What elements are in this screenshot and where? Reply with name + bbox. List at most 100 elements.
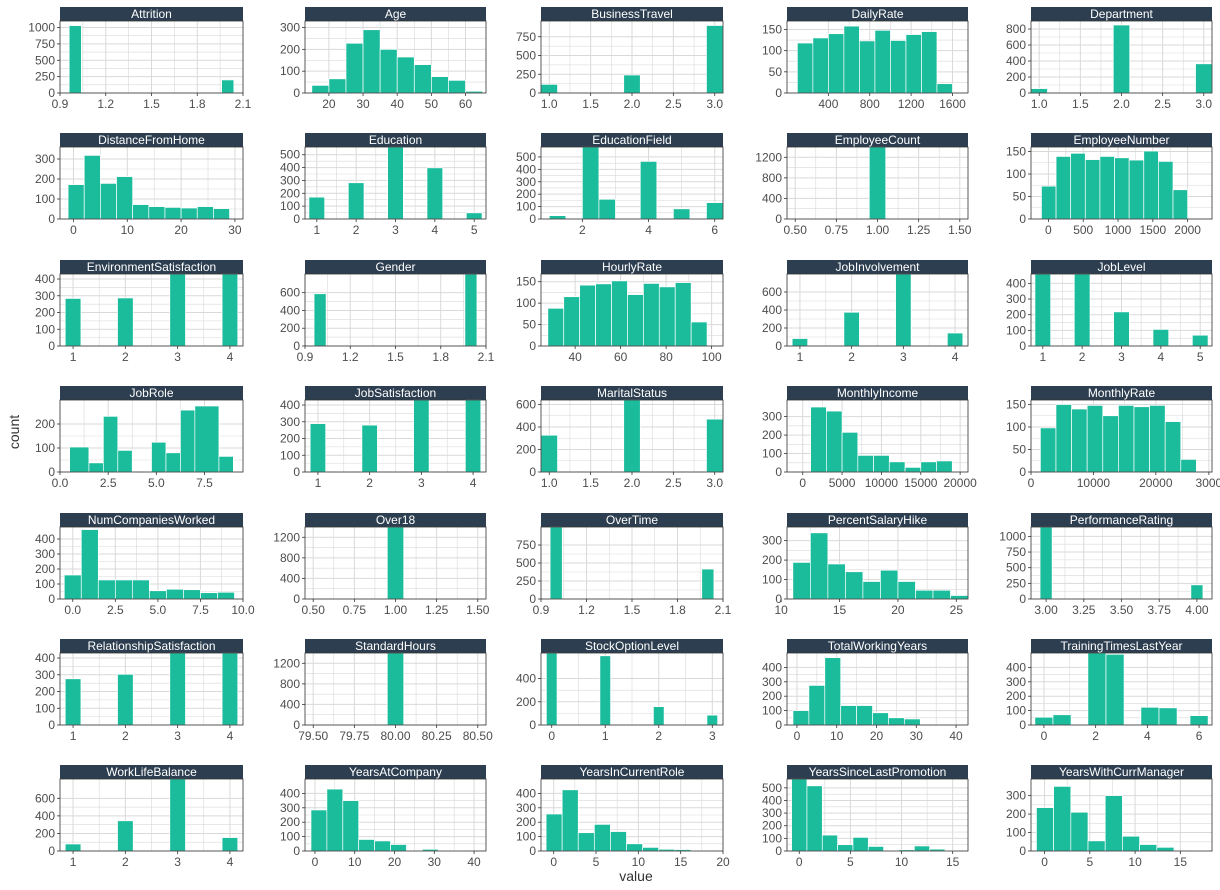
facet-title: DailyRate bbox=[851, 7, 903, 21]
histogram-bar bbox=[169, 273, 186, 347]
facet-panel: Age 0 100 200 300 20 30 40 50 60 bbox=[280, 7, 487, 111]
histogram-bar bbox=[880, 569, 899, 600]
panel-border bbox=[304, 778, 487, 852]
y-tick-label: 100 bbox=[762, 704, 782, 718]
y-tick-label: 0 bbox=[775, 844, 782, 858]
y-tick-label: 100 bbox=[280, 448, 300, 462]
x-tick-label: 1.5 bbox=[582, 476, 599, 490]
facet-strip bbox=[787, 765, 968, 779]
x-tick-label: 5 bbox=[1197, 350, 1204, 364]
x-tick-label: 20000 bbox=[1139, 476, 1173, 490]
y-tick-label: 250 bbox=[35, 70, 55, 84]
y-tick-label: 400 bbox=[280, 398, 300, 412]
histogram-bar bbox=[166, 588, 184, 600]
histogram-bar bbox=[116, 176, 134, 220]
histogram-bar bbox=[221, 273, 239, 347]
y-axis-title: count bbox=[6, 415, 22, 449]
x-tick-label: 30 bbox=[910, 729, 924, 743]
histogram-bar bbox=[390, 844, 407, 852]
panel-border bbox=[59, 526, 244, 600]
x-tick-label: 2.5 bbox=[100, 476, 117, 490]
y-tick-label: 500 bbox=[762, 781, 782, 795]
facet-strip bbox=[787, 513, 968, 527]
y-tick-label: 400 bbox=[762, 303, 782, 317]
histogram-bar bbox=[1087, 840, 1106, 852]
histogram-bar bbox=[859, 40, 876, 94]
histogram-bar bbox=[117, 820, 134, 852]
histogram-bar bbox=[792, 710, 810, 726]
histogram-bar bbox=[888, 461, 906, 473]
x-tick-label: 5.0 bbox=[148, 476, 165, 490]
histogram-bar bbox=[1087, 652, 1107, 726]
x-tick-label: 0.75 bbox=[825, 223, 849, 237]
facet-panel: JobRole 0 100 200 0.0 2.5 5.0 7.5 bbox=[35, 386, 244, 490]
y-tick-label: 100 bbox=[280, 199, 300, 213]
x-tick-label: 4 bbox=[1144, 729, 1151, 743]
histogram-bar bbox=[701, 568, 715, 600]
y-tick-label: 150 bbox=[516, 275, 536, 289]
histogram-bar bbox=[1133, 406, 1150, 473]
histogram-bar bbox=[64, 298, 82, 347]
x-tick-label: 0 bbox=[794, 729, 801, 743]
facet-strip bbox=[1031, 386, 1212, 400]
x-tick-label: 5 bbox=[471, 223, 478, 237]
facet-strip bbox=[305, 7, 486, 21]
histogram-bar bbox=[872, 712, 889, 726]
histogram-bar bbox=[114, 579, 133, 600]
histogram-bar bbox=[852, 837, 869, 852]
histogram-bar bbox=[67, 184, 85, 220]
y-tick-label: 300 bbox=[280, 415, 300, 429]
x-tick-label: 5.0 bbox=[150, 603, 167, 617]
x-tick-label: 3 bbox=[900, 350, 907, 364]
histogram-bar bbox=[913, 845, 931, 852]
y-tick-label: 200 bbox=[516, 815, 536, 829]
histogram-bar bbox=[857, 455, 874, 473]
facet-strip bbox=[60, 260, 243, 274]
facet-strip bbox=[787, 7, 968, 21]
histogram-bar bbox=[936, 83, 953, 94]
facet-title: PercentSalaryHike bbox=[828, 513, 928, 527]
y-tick-label: 50 bbox=[1013, 443, 1027, 457]
histogram-bar bbox=[932, 589, 951, 600]
x-tick-label: 2.0 bbox=[624, 97, 641, 111]
y-tick-label: 200 bbox=[280, 432, 300, 446]
y-tick-label: 1000 bbox=[28, 21, 55, 35]
panel-border bbox=[786, 526, 969, 600]
facet-panel: MonthlyIncome 0 100 200 300 0 5000 10000 15000 20… bbox=[762, 386, 977, 490]
x-tick-label: 2 bbox=[122, 855, 129, 869]
histogram-bar bbox=[1191, 334, 1209, 347]
x-tick-label: 0 bbox=[1041, 729, 1048, 743]
x-tick-label: 2.5 bbox=[665, 97, 682, 111]
histogram-bar bbox=[1128, 159, 1145, 220]
y-tick-label: 200 bbox=[35, 172, 55, 186]
y-tick-label: 100 bbox=[1006, 323, 1026, 337]
facet-strip bbox=[305, 133, 486, 147]
y-tick-label: 600 bbox=[762, 285, 782, 299]
x-tick-label: 7.5 bbox=[192, 603, 209, 617]
histogram-bar bbox=[549, 526, 563, 600]
histogram-bar bbox=[1139, 844, 1158, 852]
x-tick-label: 20 bbox=[174, 223, 188, 237]
panel-grid bbox=[787, 274, 968, 347]
x-tick-label: 2 bbox=[366, 476, 373, 490]
facet-strip bbox=[305, 260, 486, 274]
histogram-bar bbox=[843, 25, 860, 94]
facet-panel: WorkLifeBalance 0 200 400 600 1 2 3 4 bbox=[35, 765, 244, 869]
facet-strip bbox=[541, 513, 723, 527]
histogram-bar bbox=[862, 581, 881, 600]
y-tick-label: 200 bbox=[762, 689, 782, 703]
y-tick-label: 400 bbox=[516, 162, 536, 176]
x-tick-label: 2.1 bbox=[235, 97, 252, 111]
y-tick-label: 800 bbox=[762, 171, 782, 185]
x-tick-label: 3.50 bbox=[1110, 603, 1134, 617]
histogram-bar bbox=[546, 652, 558, 726]
histogram-bar bbox=[213, 208, 230, 220]
facet-panel: JobInvolvement 0 200 400 600 1 2 3 4 bbox=[762, 260, 969, 364]
y-tick-label: 200 bbox=[35, 685, 55, 699]
histogram-bar bbox=[131, 579, 150, 600]
y-tick-label: 1200 bbox=[755, 150, 782, 164]
